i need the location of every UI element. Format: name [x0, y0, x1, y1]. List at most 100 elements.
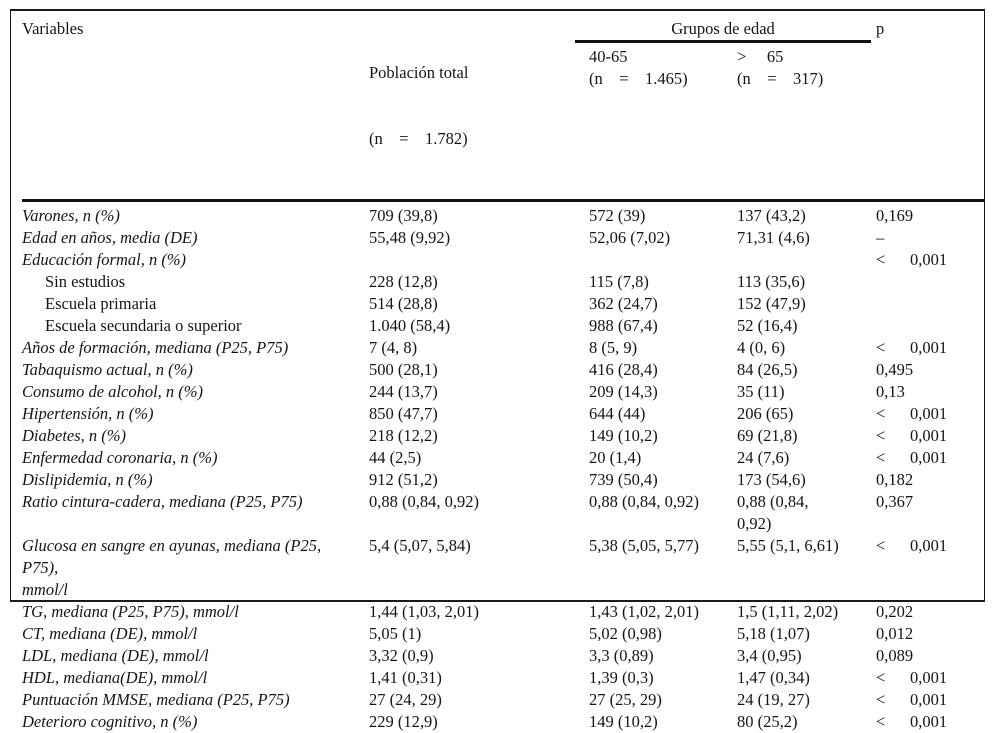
- table-row: LDL, mediana (DE), mmol/l 3,32 (0,9) 3,3…: [22, 645, 984, 667]
- cell-group-over-65: 71,31 (4,6): [737, 228, 810, 247]
- cell-total-population: 0,88 (0,84, 0,92): [369, 492, 479, 511]
- cell-group-over-65: 152 (47,9): [737, 294, 806, 313]
- cell-group-40-65: 0,88 (0,84, 0,92): [589, 492, 699, 511]
- row-variable-label: Consumo de alcohol, n (%): [22, 382, 204, 401]
- row-variable-label: Años de formación, mediana (P25, P75): [22, 338, 289, 357]
- header-age-groups-columns: 40-65 (n = 1.465) > 65 (n = 317): [589, 43, 876, 90]
- cell-group-40-65: 20 (1,4): [589, 448, 642, 467]
- table-row: Diabetes, n (%) 218 (12,2) 149 (10,2) 69…: [22, 425, 984, 447]
- cell-total-population: 27 (24, 29): [369, 690, 442, 709]
- table-row: Glucosa en sangre en ayunas, mediana (P2…: [22, 535, 984, 601]
- cell-total-population: 229 (12,9): [369, 712, 438, 731]
- cell-group-over-65: 1,5 (1,11, 2,02): [737, 602, 839, 621]
- table-row: Escuela primaria 514 (28,8) 362 (24,7) 1…: [22, 293, 984, 315]
- cell-group-over-65: 24 (7,6): [737, 448, 790, 467]
- cell-total-population: 1,44 (1,03, 2,01): [369, 602, 479, 621]
- cell-total-population: 55,48 (9,92): [369, 228, 451, 247]
- header-group1-n: (n = 1.465): [589, 69, 688, 88]
- cell-group-40-65: 739 (50,4): [589, 470, 658, 489]
- table-row: Consumo de alcohol, n (%) 244 (13,7) 209…: [22, 381, 984, 403]
- cell-group-over-65: 80 (25,2): [737, 712, 798, 731]
- cell-p-value: 0,182: [876, 470, 914, 489]
- cell-p-value: < 0,001: [876, 712, 948, 731]
- baseline-characteristics-table: Variables Población total (n = 1.782) Gr…: [10, 9, 985, 731]
- cell-total-population: 709 (39,8): [369, 206, 438, 225]
- cell-p-value: –: [876, 228, 885, 247]
- cell-group-40-65: 644 (44): [589, 404, 646, 423]
- cell-group-over-65: 173 (54,6): [737, 470, 806, 489]
- header-total-population: Población total (n = 1.782): [369, 18, 589, 194]
- row-variable-label: TG, mediana (P25, P75), mmol/l: [22, 602, 239, 621]
- row-variable-label: Glucosa en sangre en ayunas, mediana (P2…: [22, 536, 322, 599]
- cell-group-40-65: 572 (39): [589, 206, 646, 225]
- cell-p-value: < 0,001: [876, 448, 948, 467]
- cell-group-40-65: 1,43 (1,02, 2,01): [589, 602, 699, 621]
- cell-total-population: 1.040 (58,4): [369, 316, 451, 335]
- cell-p-value: 0,089: [876, 646, 914, 665]
- row-variable-label: Deterioro cognitivo, n (%): [22, 712, 198, 731]
- cell-group-40-65: 362 (24,7): [589, 294, 658, 313]
- cell-group-over-65: 113 (35,6): [737, 272, 806, 291]
- row-variable-label: Ratio cintura-cadera, mediana (P25, P75): [22, 492, 303, 511]
- cell-group-40-65: 988 (67,4): [589, 316, 658, 335]
- cell-group-40-65: 3,3 (0,89): [589, 646, 654, 665]
- cell-total-population: 7 (4, 8): [369, 338, 418, 357]
- cell-group-over-65: 0,88 (0,84, 0,92): [737, 492, 809, 533]
- header-group2-n: (n = 317): [737, 69, 824, 88]
- table-row: Escuela secundaria o superior 1.040 (58,…: [22, 315, 984, 337]
- row-variable-label: Sin estudios: [45, 272, 126, 291]
- cell-group-40-65: 5,02 (0,98): [589, 624, 662, 643]
- cell-group-over-65: 4 (0, 6): [737, 338, 786, 357]
- cell-total-population: 3,32 (0,9): [369, 646, 434, 665]
- cell-group-40-65: 115 (7,8): [589, 272, 649, 291]
- cell-group-40-65: 416 (28,4): [589, 360, 658, 379]
- header-age-groups-title: Grupos de edad: [575, 18, 871, 43]
- cell-group-40-65: 149 (10,2): [589, 712, 658, 731]
- table-row: Deterioro cognitivo, n (%) 229 (12,9) 14…: [22, 711, 984, 733]
- row-variable-label: Escuela secundaria o superior: [45, 316, 242, 335]
- cell-total-population: 912 (51,2): [369, 470, 438, 489]
- cell-group-over-65: 35 (11): [737, 382, 785, 401]
- cell-group-over-65: 1,47 (0,34): [737, 668, 810, 687]
- cell-total-population: 244 (13,7): [369, 382, 438, 401]
- cell-group-over-65: 5,18 (1,07): [737, 624, 810, 643]
- cell-p-value: 0,367: [876, 492, 914, 511]
- cell-p-value: < 0,001: [876, 250, 948, 269]
- header-group-40-65: 40-65 (n = 1.465): [589, 46, 737, 90]
- table-row: Puntuación MMSE, mediana (P25, P75) 27 (…: [22, 689, 984, 711]
- table-row: Tabaquismo actual, n (%) 500 (28,1) 416 …: [22, 359, 984, 381]
- row-variable-label: Enfermedad coronaria, n (%): [22, 448, 218, 467]
- header-group2-range: > 65: [737, 47, 784, 66]
- row-variable-label: HDL, mediana(DE), mmol/l: [22, 668, 208, 687]
- row-variable-label: Educación formal, n (%): [22, 250, 187, 269]
- cell-total-population: 1,41 (0,31): [369, 668, 442, 687]
- cell-p-value: < 0,001: [876, 536, 948, 555]
- cell-group-over-65: 24 (19, 27): [737, 690, 810, 709]
- cell-p-value: < 0,001: [876, 668, 948, 687]
- table-row: Ratio cintura-cadera, mediana (P25, P75)…: [22, 491, 984, 535]
- table-row: Varones, n (%) 709 (39,8) 572 (39) 137 (…: [22, 205, 984, 227]
- table-row: Edad en años, media (DE) 55,48 (9,92) 52…: [22, 227, 984, 249]
- cell-group-over-65: 84 (26,5): [737, 360, 798, 379]
- table-row: CT, mediana (DE), mmol/l 5,05 (1) 5,02 (…: [22, 623, 984, 645]
- cell-total-population: 514 (28,8): [369, 294, 438, 313]
- table-row: Educación formal, n (%) < 0,001: [22, 249, 984, 271]
- cell-group-40-65: 5,38 (5,05, 5,77): [589, 536, 699, 555]
- row-variable-label: CT, mediana (DE), mmol/l: [22, 624, 198, 643]
- cell-p-value: < 0,001: [876, 338, 948, 357]
- cell-total-population: 228 (12,8): [369, 272, 438, 291]
- table-row: Años de formación, mediana (P25, P75) 7 …: [22, 337, 984, 359]
- cell-p-value: < 0,001: [876, 690, 948, 709]
- table-row: TG, mediana (P25, P75), mmol/l 1,44 (1,0…: [22, 601, 984, 623]
- cell-total-population: 5,4 (5,07, 5,84): [369, 536, 471, 555]
- table-header: Variables Población total (n = 1.782) Gr…: [22, 11, 984, 202]
- cell-group-over-65: 137 (43,2): [737, 206, 806, 225]
- header-variables: Variables: [22, 19, 84, 38]
- header-group1-range: 40-65: [589, 47, 628, 66]
- header-p-value-column: p: [876, 19, 885, 38]
- cell-group-over-65: 5,55 (5,1, 6,61): [737, 536, 839, 555]
- header-age-groups: Grupos de edad 40-65 (n = 1.465) > 65 (n…: [575, 18, 876, 90]
- cell-total-population: 5,05 (1): [369, 624, 422, 643]
- row-variable-label: Escuela primaria: [45, 294, 157, 313]
- cell-p-value: 0,012: [876, 624, 914, 643]
